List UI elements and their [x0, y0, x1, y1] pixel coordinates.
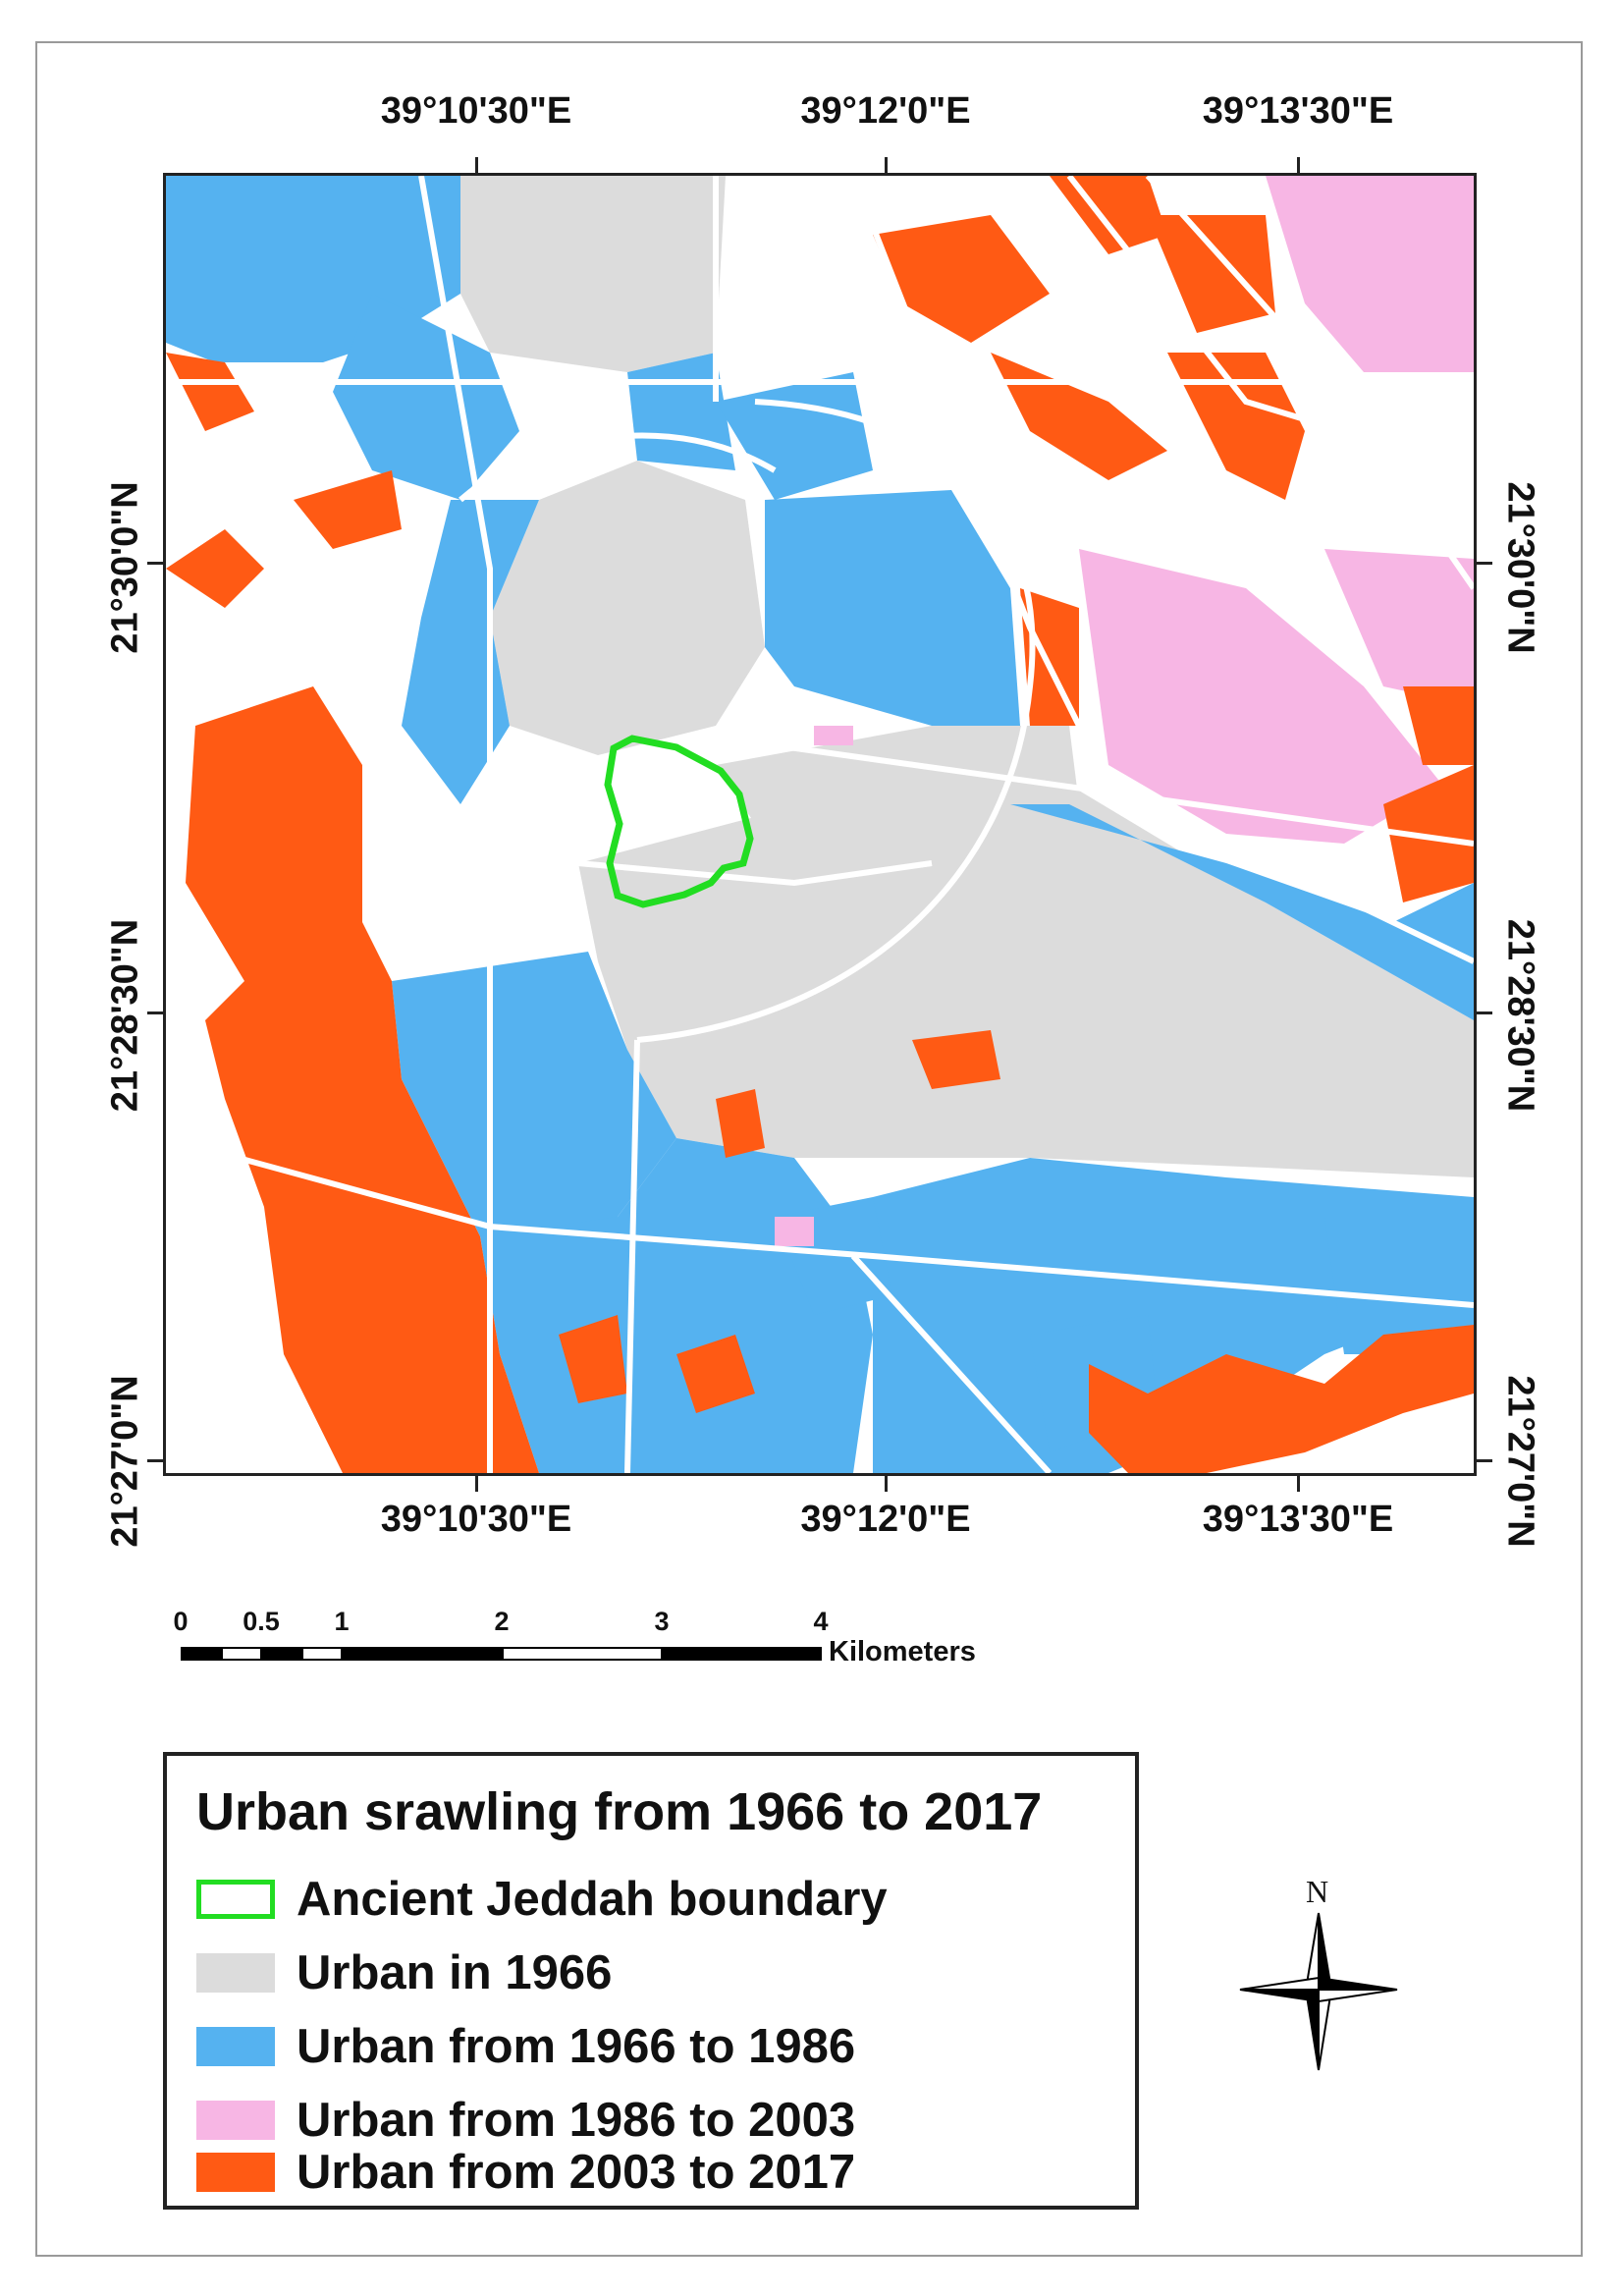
coord-bottom-1: 39°10'30"E	[380, 1499, 572, 1540]
scale-segment	[662, 1647, 822, 1661]
scale-label-2: 2	[494, 1607, 510, 1636]
urban-1986-2003-layer	[775, 176, 1474, 1246]
scale-label-3: 3	[654, 1607, 670, 1636]
scale-segment	[221, 1647, 262, 1661]
coord-right-2: 21°28'30"N	[1499, 918, 1541, 1113]
road-network-layer	[166, 176, 1474, 1473]
coord-top-1: 39°10'30"E	[380, 90, 572, 132]
coord-bottom-3: 39°13'30"E	[1202, 1499, 1394, 1540]
legend-label: Urban from 2003 to 2017	[297, 2146, 856, 2199]
coord-left-1: 21°30'0"N	[104, 481, 146, 654]
tick-left-3	[147, 1459, 165, 1462]
legend-swatch	[196, 1880, 275, 1919]
scale-label-4: 4	[813, 1607, 829, 1636]
scale-segment	[301, 1647, 343, 1661]
urban-2003-2017-layer	[166, 176, 1474, 1473]
coord-top-2: 39°12'0"E	[800, 90, 971, 132]
tick-right-1	[1475, 562, 1492, 565]
tick-bottom-2	[885, 1474, 888, 1492]
tick-right-2	[1475, 1011, 1492, 1014]
scale-label-0: 0	[173, 1607, 189, 1636]
tick-right-3	[1475, 1459, 1492, 1462]
tick-bottom-1	[475, 1474, 478, 1492]
scale-unit-label: Kilometers	[829, 1636, 976, 1667]
scale-segment	[502, 1647, 663, 1661]
coord-right-3: 21°27'0"N	[1499, 1375, 1541, 1548]
tick-top-1	[475, 157, 478, 175]
legend-title: Urban srawling from 1966 to 2017	[196, 1782, 1043, 1841]
tick-bottom-3	[1297, 1474, 1300, 1492]
compass-rose-icon	[1235, 1874, 1402, 2090]
legend-label: Urban from 1966 to 1986	[297, 2020, 856, 2073]
tick-top-3	[1297, 157, 1300, 175]
coord-left-2: 21°28'30"N	[104, 918, 146, 1113]
legend-swatch	[196, 2027, 275, 2066]
legend-label: Urban in 1966	[297, 1946, 613, 1999]
scale-label-0-5: 0.5	[243, 1607, 280, 1636]
legend-swatch	[196, 1953, 275, 1993]
north-label: N	[1306, 1874, 1329, 1909]
map-legend: Urban srawling from 1966 to 2017 Ancient…	[163, 1752, 1139, 2210]
map-canvas	[166, 176, 1474, 1473]
coord-top-3: 39°13'30"E	[1202, 90, 1394, 132]
legend-label: Ancient Jeddah boundary	[297, 1873, 888, 1926]
legend-swatch	[196, 2153, 275, 2192]
tick-left-1	[147, 562, 165, 565]
scale-segment	[261, 1647, 302, 1661]
tick-top-2	[885, 157, 888, 175]
figure-frame	[35, 41, 1583, 2257]
legend-label: Urban from 1986 to 2003	[297, 2094, 856, 2147]
ancient-jeddah-boundary	[604, 735, 754, 908]
tick-left-2	[147, 1011, 165, 1014]
scale-label-1: 1	[334, 1607, 350, 1636]
coord-left-3: 21°27'0"N	[104, 1375, 146, 1548]
urban-sprawl-map[interactable]	[163, 173, 1477, 1476]
scale-segment	[181, 1647, 222, 1661]
coord-right-1: 21°30'0"N	[1499, 481, 1541, 654]
scale-segment	[342, 1647, 503, 1661]
coord-bottom-2: 39°12'0"E	[800, 1499, 971, 1540]
legend-swatch	[196, 2101, 275, 2140]
